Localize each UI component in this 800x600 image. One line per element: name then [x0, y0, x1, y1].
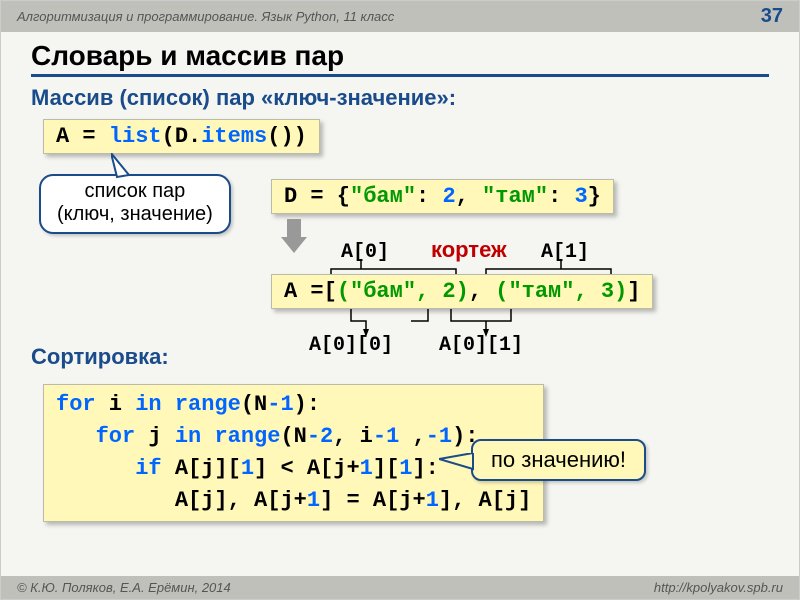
label-a1: A[1]: [541, 241, 589, 264]
footer-copyright: © К.Ю. Поляков, Е.А. Ерёмин, 2014: [17, 580, 231, 595]
callout2-text: по значению!: [491, 447, 626, 472]
label-a01: A[0][1]: [439, 334, 523, 357]
callout-pair-list: список пар (ключ, значение): [39, 174, 231, 234]
slide-title: Словарь и массив пар: [31, 40, 769, 77]
code-dict-d: D = {"бам": 2, "там": 3}: [271, 179, 614, 214]
arrow-down-icon: [283, 219, 305, 255]
page-number: 37: [761, 5, 783, 28]
label-a0: A[0]: [341, 241, 389, 264]
course-title: Алгоритмизация и программирование. Язык …: [17, 9, 394, 24]
code-list-items: A = list(D.items()): [43, 119, 320, 154]
callout-by-value: по значению!: [471, 439, 646, 481]
callout-line2: (ключ, значение): [57, 203, 213, 226]
label-a00: A[0][0]: [309, 334, 393, 357]
sort-heading: Сортировка:: [31, 344, 169, 370]
code-array-a: A =[("бам", 2), ("там", 3)]: [271, 274, 653, 309]
code-sort-loop: for i in range(N-1): for j in range(N-2,…: [43, 384, 544, 522]
callout-line1: список пар: [57, 180, 213, 203]
footer-url: http://kpolyakov.spb.ru: [654, 580, 783, 595]
footer-bar: © К.Ю. Поляков, Е.А. Ерёмин, 2014 http:/…: [1, 576, 799, 599]
header-bar: Алгоритмизация и программирование. Язык …: [1, 1, 799, 32]
subtitle: Массив (список) пар «ключ-значение»:: [31, 85, 769, 111]
label-tuple: кортеж: [431, 237, 507, 263]
